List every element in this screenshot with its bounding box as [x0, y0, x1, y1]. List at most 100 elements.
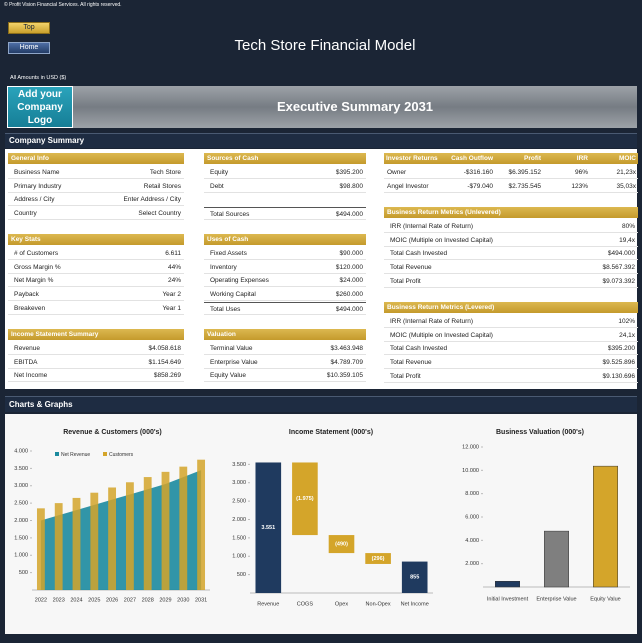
bar [328, 535, 355, 554]
chart-title: Revenue & Customers (000's) [63, 429, 162, 436]
row-label: # of Customers [14, 250, 59, 257]
area [40, 470, 202, 590]
x-tick-label: Enterprise Value [536, 596, 576, 602]
column-header: Cash Outflow [451, 155, 493, 162]
logo-placeholder: Add your Company Logo [7, 86, 73, 128]
row-label: Net Income [14, 372, 48, 380]
x-tick-label: 2031 [195, 597, 207, 603]
page-title: Executive Summary 2031 [73, 86, 637, 128]
block-row: Operating Expenses $24.000 [204, 274, 366, 288]
block-row: MOIC (Multiple on Invested Capital) 24,1x [384, 329, 638, 342]
row-label: Revenue [14, 345, 41, 352]
y-tick-label: 500 [237, 572, 246, 578]
home-button[interactable]: Home [8, 42, 50, 54]
row-value: 80% [621, 223, 635, 230]
row-label: Terminal Value [210, 345, 253, 352]
block-row: Breakeven Year 1 [8, 302, 184, 315]
row-label: MOIC (Multiple on Invested Capital) [390, 331, 493, 339]
block-header: Business Return Metrics (Unlevered) [384, 207, 638, 218]
y-tick-label: 4.000 [14, 448, 28, 454]
row-value: $9.073.392 [602, 277, 635, 285]
y-tick-label: 2.000 [465, 561, 479, 567]
row-label: Business Name [14, 169, 60, 176]
row-value: $9.130.696 [602, 372, 635, 380]
row-value: $24.000 [339, 277, 364, 285]
x-tick-label: Opex [335, 601, 348, 607]
x-tick-label: Non-Opex [366, 601, 391, 607]
legend-swatch [55, 452, 59, 456]
row-label: EBITDA [14, 358, 38, 366]
y-tick-label: 1.000 [14, 553, 28, 559]
x-tick-label: Revenue [257, 601, 279, 607]
top-button[interactable]: Top [8, 22, 50, 34]
block-row: Business Name Tech Store [8, 166, 184, 179]
row-value: Year 1 [162, 304, 181, 312]
y-tick-label: 500 [19, 570, 28, 576]
column-header: IRR [576, 155, 588, 162]
y-tick-label: 10.000 [462, 468, 479, 474]
row-value: 102% [618, 318, 635, 325]
bar [36, 508, 45, 590]
block-header: Key Stats [8, 234, 184, 245]
value-label: 855 [410, 575, 419, 581]
row-label: Total Cash Invested [390, 250, 448, 258]
x-tick-label: Net Income [401, 601, 429, 607]
block-row: IRR (Internal Rate of Return) 102% [384, 315, 638, 328]
chart-title: Business Valuation (000's) [496, 429, 584, 436]
returns-cell: 35,03x [616, 182, 636, 190]
row-value: 24% [167, 277, 181, 285]
row-label: Operating Expenses [210, 277, 269, 285]
row-value: $4.058.618 [148, 345, 181, 352]
row-label: Equity Value [210, 372, 247, 380]
value-label: (490) [335, 542, 348, 548]
block-row: Total Profit $9.130.696 [384, 370, 638, 383]
row-label: Payback [14, 291, 39, 299]
row-value: 44% [167, 263, 181, 271]
y-tick-label: 2.500 [232, 499, 246, 505]
value-label: 3.551 [261, 525, 275, 531]
row-value: $3.463.948 [330, 345, 363, 352]
returns-cell: 96% [574, 169, 588, 176]
row-value: $395.200 [335, 169, 363, 176]
block-row: Gross Margin % 44% [8, 261, 184, 274]
currency-note: All Amounts in USD ($) [10, 75, 67, 81]
bar [495, 580, 520, 588]
x-tick-label: 2023 [53, 597, 65, 603]
block-header: Business Return Metrics (Levered) [384, 302, 638, 313]
block-row: Equity $395.200 [204, 166, 366, 179]
row-value: $10.359.105 [326, 372, 363, 380]
chart: Income Statement (000's) 3.500 3.000 2.500 2… [232, 429, 433, 607]
block-header: Sources of Cash [204, 153, 366, 164]
row-label: Country [14, 210, 37, 218]
x-tick-label: 2028 [142, 597, 154, 603]
title: Tech Store Financial Model [234, 37, 416, 54]
bar [125, 482, 134, 590]
block-row: Primary Industry Retail Stores [8, 180, 184, 193]
row-value: $494.000 [335, 211, 363, 219]
legend-label: Net Revenue [61, 452, 90, 458]
block-header: Income Statement Summary [8, 329, 184, 340]
block-header: General Info [8, 153, 184, 164]
bar [161, 471, 170, 590]
block-row: Equity Value $10.359.105 [204, 369, 366, 383]
value-label: (1.975) [296, 496, 314, 502]
bar [72, 497, 81, 590]
row-label: Total Uses [210, 305, 241, 313]
row-value: $494.000 [335, 305, 363, 313]
legend-label: Customers [109, 452, 134, 458]
block-row: Total Cash Invested $395.200 [384, 342, 638, 356]
row-label: Working Capital [210, 291, 256, 299]
bar [365, 553, 391, 564]
block-header: Valuation [204, 329, 366, 340]
y-tick-label: 3.500 [232, 462, 246, 468]
y-tick-label: 4.000 [465, 538, 479, 544]
x-tick-label: 2030 [177, 597, 189, 603]
row-label: Gross Margin % [14, 263, 61, 271]
block-row: Total Cash Invested $494.000 [384, 247, 638, 261]
block-row: Total Sources $494.000 [204, 207, 366, 221]
row-value: 6.611 [165, 250, 181, 257]
y-tick-label: 3.000 [14, 483, 28, 489]
bar [292, 462, 318, 536]
block-row: Country Select Country [8, 207, 184, 221]
block-row: Net Income $858.269 [8, 369, 184, 383]
